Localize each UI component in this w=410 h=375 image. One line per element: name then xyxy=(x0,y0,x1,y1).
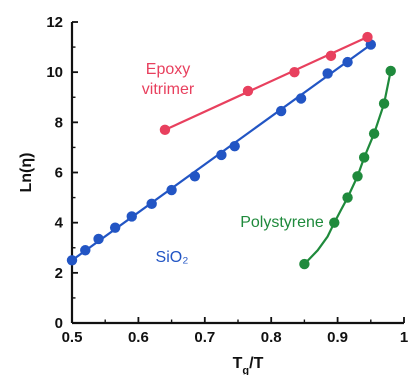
y-tick-label: 2 xyxy=(55,265,63,282)
data-point xyxy=(109,222,121,233)
y-tick-label: 8 xyxy=(55,114,63,131)
data-point xyxy=(159,124,171,136)
data-point xyxy=(342,56,353,68)
data-point xyxy=(368,128,380,139)
data-point xyxy=(242,85,254,97)
x-tick-label: 0.8 xyxy=(261,329,282,346)
data-point xyxy=(146,198,157,210)
data-point xyxy=(322,68,333,79)
data-point xyxy=(325,50,337,62)
series-layer xyxy=(66,31,396,270)
series-sio2 xyxy=(66,39,376,266)
data-point xyxy=(275,105,287,117)
data-point xyxy=(352,171,363,182)
series-polystyrene xyxy=(299,65,396,270)
series-label: vitrimer xyxy=(142,81,195,98)
x-axis-title: Tg/T xyxy=(233,355,264,375)
x-tick-label: 0.9 xyxy=(327,329,348,346)
y-axis: 0 2 4 6 8 10 12 xyxy=(46,14,78,332)
data-point xyxy=(378,98,390,109)
x-tick-label: 0.7 xyxy=(194,329,215,346)
data-point xyxy=(229,140,240,152)
data-point xyxy=(126,211,137,222)
data-point xyxy=(216,149,227,161)
series-epoxy-vitrimer xyxy=(159,31,373,136)
data-point xyxy=(362,31,373,43)
y-tick-label: 4 xyxy=(55,215,64,232)
x-tick-label: 0.5 xyxy=(62,329,83,346)
series-labels: SiO₂ Epoxy vitrimer Polystyrene xyxy=(142,61,324,266)
data-point xyxy=(329,217,340,228)
series-label: Polystyrene xyxy=(240,214,324,231)
data-point xyxy=(166,184,177,196)
data-point xyxy=(189,171,201,182)
series-line xyxy=(303,70,392,265)
y-tick-label: 10 xyxy=(46,64,63,81)
x-tick-label: 1 xyxy=(400,329,408,346)
series-line xyxy=(164,36,368,131)
data-point xyxy=(385,65,396,77)
y-tick-label: 6 xyxy=(55,165,63,182)
x-axis: 0.5 0.6 0.7 0.8 0.9 1 xyxy=(62,317,408,346)
data-point xyxy=(80,245,91,256)
x-tick-label: 0.6 xyxy=(128,329,149,346)
y-axis-title: Ln(η) xyxy=(18,153,35,193)
data-point xyxy=(289,66,300,78)
data-point xyxy=(66,255,78,266)
data-point xyxy=(295,93,307,104)
data-point xyxy=(299,258,310,270)
y-tick-label: 12 xyxy=(46,14,63,31)
axis-titles: Tg/T Ln(η) xyxy=(18,153,264,375)
y-tick-label: 0 xyxy=(55,315,63,332)
data-point xyxy=(358,152,370,163)
series-label: SiO₂ xyxy=(156,249,189,266)
series-label: Epoxy xyxy=(146,61,190,78)
data-point xyxy=(93,233,104,245)
data-point xyxy=(342,192,353,203)
